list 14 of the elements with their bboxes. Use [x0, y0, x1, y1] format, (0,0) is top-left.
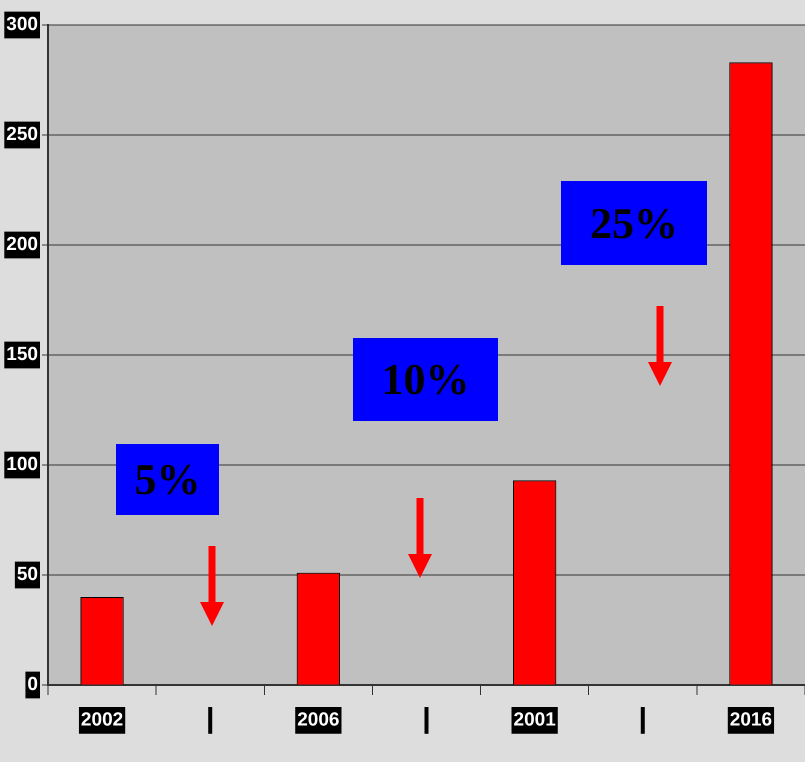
annotation: 5% [134, 454, 200, 505]
annotation: 10% [382, 354, 470, 405]
y-tick-label: 100 [6, 454, 38, 476]
y-tick-label: 300 [6, 14, 38, 36]
y-tick-label: 0 [27, 674, 38, 696]
x-tick-label: 2001 [514, 710, 556, 731]
x-tick-label: 2016 [730, 710, 772, 731]
y-tick-label: 150 [6, 344, 38, 366]
annotation: 25% [590, 198, 678, 248]
y-tick-label: 200 [6, 234, 38, 256]
x-tick-label: 2002 [80, 710, 124, 731]
y-tick-label: 50 [16, 564, 38, 586]
x-tick-label: 2006 [297, 710, 340, 731]
y-tick-label: 250 [6, 124, 38, 146]
